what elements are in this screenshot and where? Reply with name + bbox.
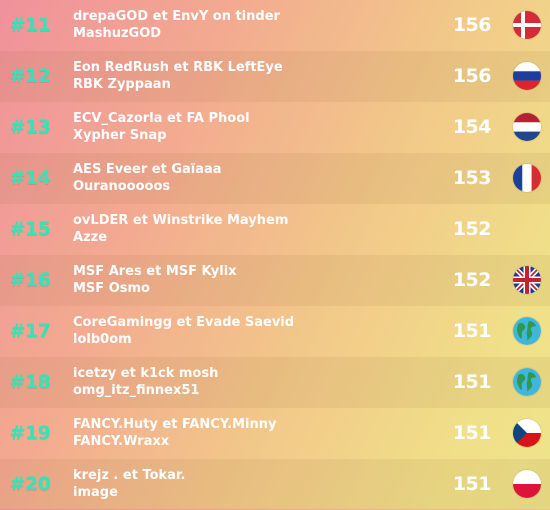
- team-line-2: Azze: [73, 230, 108, 245]
- poland-flag-icon: [513, 470, 541, 498]
- team-line-2: image: [73, 485, 118, 500]
- team-names: icetzy et k1ck mosh omg_itz_finnex51: [73, 365, 373, 399]
- team-line-1: drepaGOD et EnvY on tinder: [73, 9, 280, 24]
- score: 151: [452, 320, 492, 342]
- team-names: MSF Ares et MSF Kylix MSF Osmo: [73, 263, 373, 297]
- team-line-2: omg_itz_finnex51: [73, 383, 200, 398]
- team-names: drepaGOD et EnvY on tinder MashuzGOD: [73, 8, 373, 42]
- team-line-1: Eon RedRush et RBK LeftEye: [73, 60, 283, 75]
- score: 151: [452, 371, 492, 393]
- team-names: AES Eveer et Gaïaaa Ouranooooos: [73, 161, 373, 195]
- leaderboard-row: #19 FANCY.Huty et FANCY.Minny FANCY.Wrax…: [0, 408, 550, 459]
- score: 156: [452, 14, 492, 36]
- denmark-flag-icon: [513, 11, 541, 39]
- rank-label: #15: [9, 218, 51, 240]
- rank-label: #13: [9, 116, 51, 138]
- leaderboard-row: #16 MSF Ares et MSF Kylix MSF Osmo 152: [0, 255, 550, 306]
- team-line-1: ECV_Cazorla et FA Phool: [73, 111, 250, 126]
- netherlands-flag-icon: [513, 113, 541, 141]
- leaderboard-row: #20 krejz . et Tokar. image 151: [0, 459, 550, 510]
- team-names: Eon RedRush et RBK LeftEye RBK Zyppaan: [73, 59, 373, 93]
- team-line-2: MSF Osmo: [73, 281, 150, 296]
- score: 152: [452, 269, 492, 291]
- rank-label: #19: [9, 422, 51, 444]
- team-line-1: ovLDER et Winstrike Mayhem: [73, 213, 289, 228]
- team-line-2: lolb0om: [73, 332, 132, 347]
- rank-label: #20: [9, 473, 51, 495]
- leaderboard-row: #12 Eon RedRush et RBK LeftEye RBK Zyppa…: [0, 51, 550, 102]
- team-line-2: FANCY.Wraxx: [73, 434, 170, 449]
- rank-label: #11: [9, 14, 51, 36]
- uk-flag-icon: [513, 266, 541, 294]
- rank-label: #16: [9, 269, 51, 291]
- rank-label: #17: [9, 320, 51, 342]
- team-names: ECV_Cazorla et FA Phool Xypher Snap: [73, 110, 373, 144]
- leaderboard-row: #18 icetzy et k1ck mosh omg_itz_finnex51…: [0, 357, 550, 408]
- team-line-2: Xypher Snap: [73, 128, 167, 143]
- team-line-2: RBK Zyppaan: [73, 77, 171, 92]
- rank-label: #14: [9, 167, 51, 189]
- team-names: CoreGamingg et Evade Saevid lolb0om: [73, 314, 373, 348]
- team-line-2: MashuzGOD: [73, 26, 162, 41]
- rank-label: #12: [9, 65, 51, 87]
- team-line-1: krejz . et Tokar.: [73, 468, 186, 483]
- score: 156: [452, 65, 492, 87]
- france-flag-icon: [513, 164, 541, 192]
- czech-flag-icon: [513, 419, 541, 447]
- team-names: FANCY.Huty et FANCY.Minny FANCY.Wraxx: [73, 416, 373, 450]
- leaderboard-row: #13 ECV_Cazorla et FA Phool Xypher Snap …: [0, 102, 550, 153]
- team-names: krejz . et Tokar. image: [73, 467, 373, 501]
- team-line-1: icetzy et k1ck mosh: [73, 366, 219, 381]
- globe-icon: [513, 317, 541, 345]
- team-line-1: CoreGamingg et Evade Saevid: [73, 315, 295, 330]
- team-names: ovLDER et Winstrike Mayhem Azze: [73, 212, 373, 246]
- team-line-1: MSF Ares et MSF Kylix: [73, 264, 237, 279]
- team-line-1: AES Eveer et Gaïaaa: [73, 162, 222, 177]
- score: 153: [452, 167, 492, 189]
- rank-label: #18: [9, 371, 51, 393]
- score: 152: [452, 218, 492, 240]
- score: 151: [452, 422, 492, 444]
- globe-icon: [513, 368, 541, 396]
- score: 151: [452, 473, 492, 495]
- leaderboard-row: #11 drepaGOD et EnvY on tinder MashuzGOD…: [0, 0, 550, 51]
- team-line-2: Ouranooooos: [73, 179, 171, 194]
- score: 154: [452, 116, 492, 138]
- leaderboard-row: #14 AES Eveer et Gaïaaa Ouranooooos 153: [0, 153, 550, 204]
- russia-flag-icon: [513, 62, 541, 90]
- leaderboard-row: #15 ovLDER et Winstrike Mayhem Azze 152: [0, 204, 550, 255]
- leaderboard-row: #17 CoreGamingg et Evade Saevid lolb0om …: [0, 306, 550, 357]
- team-line-1: FANCY.Huty et FANCY.Minny: [73, 417, 277, 432]
